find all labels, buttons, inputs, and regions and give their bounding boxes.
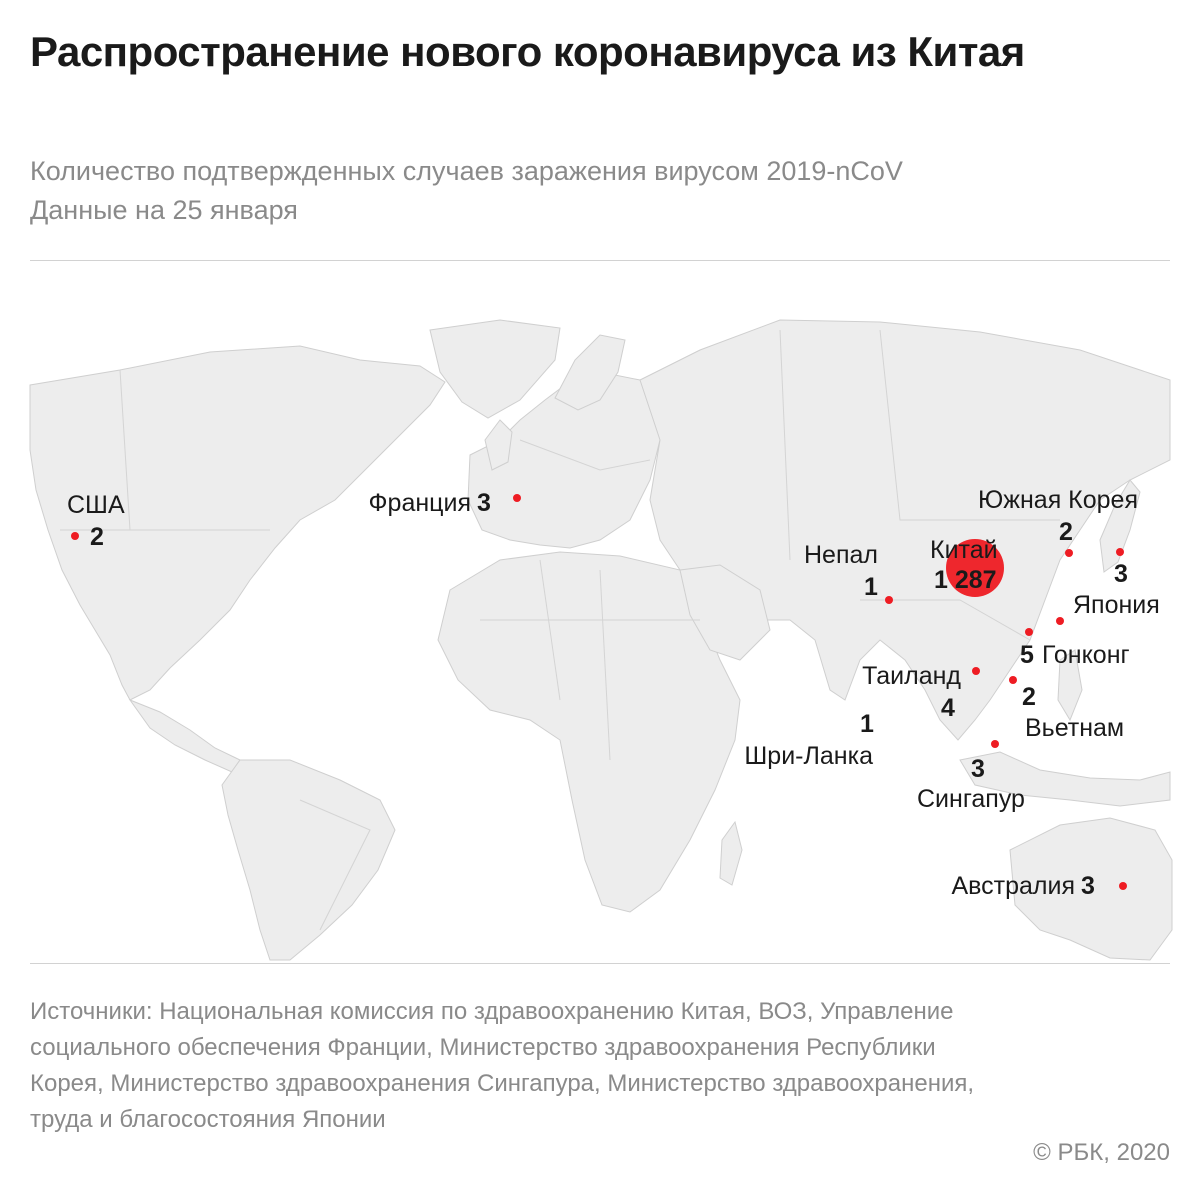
africa-shape: [437, 551, 741, 913]
arabia-shape: [679, 564, 771, 661]
label-france-count: 3: [477, 489, 491, 517]
markers-layer: [71, 494, 1127, 890]
label-hong-kong-name: Гонконг: [1042, 641, 1130, 669]
marker-japan[interactable]: [1116, 548, 1124, 556]
indonesia-shape: [959, 751, 1171, 807]
japan-shape: [1099, 479, 1141, 573]
top-divider: [30, 260, 1170, 261]
south-america-shape: [221, 759, 396, 961]
marker-china[interactable]: [946, 539, 1004, 597]
label-japan-count: 3: [1114, 560, 1128, 588]
border-line: [539, 559, 561, 701]
label-nepal-name: Непал: [804, 541, 878, 569]
marker-australia[interactable]: [1119, 882, 1127, 890]
madagascar-shape: [719, 820, 743, 886]
land-layer: [29, 319, 1173, 961]
labels-layer: США 2 Франция 3 Китай 1 287 Непал 1 Южна…: [67, 486, 1160, 900]
world-map: США 2 Франция 3 Китай 1 287 Непал 1 Южна…: [0, 262, 1200, 962]
label-thailand-name: Таиланд: [862, 662, 961, 690]
label-south-korea-count: 2: [1059, 518, 1073, 546]
philippines-shape: [1057, 649, 1083, 722]
label-usa-name: США: [67, 491, 125, 519]
label-singapore-name: Сингапур: [917, 785, 1025, 813]
bottom-divider: [30, 963, 1170, 964]
marker-south-korea[interactable]: [1065, 549, 1073, 557]
marker-vietnam[interactable]: [1009, 676, 1017, 684]
marker-thailand[interactable]: [972, 667, 980, 675]
scandinavia-shape: [554, 334, 626, 411]
copyright: © РБК, 2020: [1033, 1139, 1170, 1166]
label-china-count: 1 287: [934, 566, 997, 594]
label-australia-name: Австралия: [951, 872, 1075, 900]
border-line: [299, 799, 371, 931]
label-usa-count: 2: [90, 523, 104, 551]
label-south-korea-name: Южная Корея: [978, 486, 1138, 514]
label-japan-name: Япония: [1073, 591, 1160, 619]
border-line: [860, 599, 1031, 641]
marker-nepal[interactable]: [885, 596, 893, 604]
north-america-shape: [29, 345, 446, 701]
subtitle-date: Данные на 25 января: [30, 195, 298, 225]
label-nepal-count: 1: [864, 573, 878, 601]
subtitle-description: Количество подтвержденных случаев зараже…: [30, 156, 903, 186]
label-china-name: Китай: [930, 536, 998, 564]
border-line: [519, 439, 651, 471]
label-vietnam-count: 2: [1022, 683, 1036, 711]
border-line: [599, 569, 611, 761]
marker-usa[interactable]: [71, 532, 79, 540]
border-line: [879, 329, 1060, 521]
chart-subtitle: Количество подтвержденных случаев зараже…: [30, 152, 903, 230]
australia-shape: [1009, 817, 1173, 961]
border-layer: [60, 329, 1060, 931]
uk-shape: [484, 419, 513, 471]
label-sri-lanka-count: 1: [860, 710, 874, 738]
border-line: [119, 369, 131, 531]
marker-france[interactable]: [513, 494, 521, 502]
chart-title: Распространение нового коронавируса из К…: [30, 28, 1025, 75]
label-sri-lanka-name: Шри-Ланка: [744, 742, 873, 770]
label-singapore-count: 3: [971, 755, 985, 783]
label-australia-count: 3: [1081, 872, 1095, 900]
marker-japan-2[interactable]: [1056, 617, 1064, 625]
label-hong-kong-count: 5: [1020, 641, 1034, 669]
label-vietnam-name: Вьетнам: [1025, 714, 1124, 742]
marker-hong-kong[interactable]: [1025, 628, 1033, 636]
marker-singapore[interactable]: [991, 740, 999, 748]
label-thailand-count: 4: [941, 694, 955, 722]
border-line: [779, 329, 791, 561]
central-america-shape: [128, 698, 241, 773]
label-france-name: Франция: [369, 489, 471, 517]
greenland-shape: [429, 319, 561, 419]
europe-shape: [467, 371, 666, 549]
world-map-svg: США 2 Франция 3 Китай 1 287 Непал 1 Южна…: [29, 319, 1173, 961]
sources-note: Источники: Национальная комиссия по здра…: [30, 998, 975, 1133]
